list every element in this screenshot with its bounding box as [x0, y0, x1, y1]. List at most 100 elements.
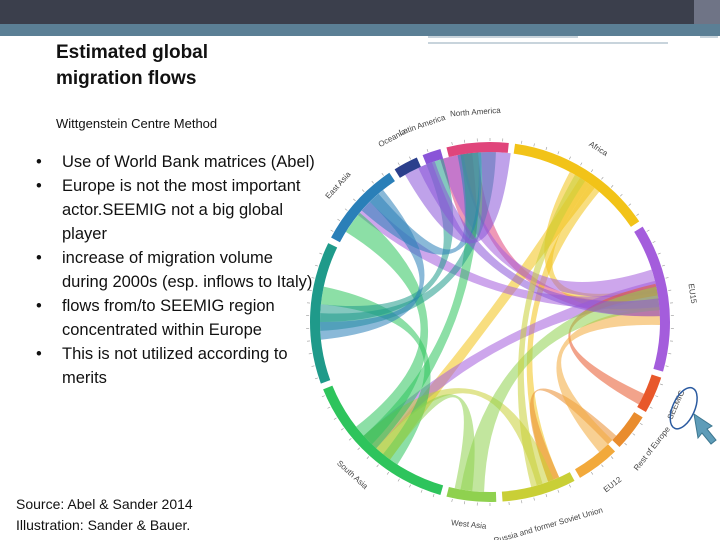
bullet-item: flows from/to SEEMIG region concentrated…	[26, 294, 316, 342]
arc-tick	[409, 156, 411, 160]
arc-tick	[348, 438, 352, 441]
arc-tick	[521, 140, 523, 144]
arc-tick	[381, 172, 384, 176]
region-arc	[323, 385, 444, 496]
region-label: EU15	[687, 283, 699, 305]
region-arc	[446, 486, 497, 502]
region-label: South Asia	[335, 459, 370, 492]
flow-ribbon	[526, 184, 600, 482]
chord-diagram: North America Africa EU15 SEEMIG Rest of Eur…	[306, 106, 699, 540]
source-line: Illustration: Sander & Bauer.	[16, 517, 191, 533]
arc-tick	[557, 489, 560, 493]
arc-tick	[665, 365, 669, 367]
region-label: Rest of Europe	[632, 424, 672, 472]
bullet-item: Use of World Bank matrices (Abel)	[26, 150, 316, 174]
arc-tick	[337, 218, 341, 222]
arc-tick	[610, 185, 614, 188]
region-arc	[634, 226, 670, 372]
title-line: migration flows	[56, 68, 197, 89]
arc-tick	[652, 241, 656, 243]
arc-tick	[655, 395, 659, 398]
arc-tick	[533, 143, 535, 147]
arc-tick	[308, 353, 312, 355]
arc-tick	[327, 406, 331, 409]
flow-ribbon	[376, 394, 475, 492]
arc-tick	[397, 478, 400, 482]
arc-tick	[624, 442, 627, 446]
arc-tick	[649, 406, 653, 409]
flow-ribbon	[517, 174, 586, 487]
flow-ribbon	[556, 307, 660, 453]
arc-tick	[371, 180, 374, 184]
arc-tick	[662, 264, 666, 267]
source-line: Source: Abel & Sander 2014	[16, 496, 193, 512]
arc-tick	[321, 395, 325, 398]
region-arc	[394, 157, 421, 178]
slide-title: Estimated global migration flows	[56, 40, 316, 92]
bullet-item: Europe is not the most important actor.S…	[26, 174, 316, 246]
bullet-item: increase of migration volume during 2000…	[26, 246, 316, 294]
arc-tick	[397, 162, 400, 166]
region-label: North America	[450, 106, 502, 119]
arc-tick	[311, 365, 315, 367]
decor-line	[428, 36, 578, 38]
region-arc	[501, 472, 575, 502]
arc-tick	[590, 471, 594, 475]
region-label: EU12	[602, 475, 624, 495]
region-arc	[446, 142, 509, 158]
region-label: Latin America	[398, 113, 447, 137]
pointer-arrow-icon	[693, 412, 717, 445]
arc-tick	[451, 141, 453, 146]
arc-tick	[344, 208, 348, 211]
region-arc	[575, 444, 616, 478]
flow-ribbon	[320, 286, 431, 465]
arc-tick	[314, 264, 318, 267]
arc-tick	[545, 146, 548, 150]
seemig-highlight	[669, 386, 698, 430]
arc-tick	[314, 377, 318, 380]
region-arc	[422, 148, 444, 165]
region-arc	[637, 374, 662, 412]
arc-tick	[610, 456, 614, 459]
arc-tick	[632, 433, 636, 436]
arc-tick	[601, 464, 604, 468]
flow-ribbon	[345, 212, 429, 445]
title-line: Estimated global	[56, 42, 209, 63]
region-arc	[310, 243, 338, 384]
arc-tick	[409, 484, 411, 488]
arc-tick	[376, 464, 379, 468]
arc-tick	[545, 494, 548, 498]
arc-tick	[311, 277, 315, 279]
arc-tick	[319, 252, 323, 255]
arc-tick	[668, 289, 672, 291]
source-note: Source: Abel & Sander 2014 Illustration:…	[16, 494, 193, 536]
region-arc	[612, 412, 643, 448]
arc-tick	[366, 456, 370, 459]
flow-ribbon	[320, 189, 425, 340]
arc-tick	[569, 156, 571, 160]
arc-tick	[639, 422, 643, 426]
flow-ribbon	[320, 158, 454, 322]
flow-ribbon	[363, 388, 554, 486]
arc-tick	[386, 471, 390, 475]
arc-tick	[665, 277, 669, 279]
arc-tick	[333, 417, 337, 420]
sub-bar	[0, 24, 720, 36]
arc-tick	[451, 498, 453, 503]
arc-tick	[601, 176, 604, 180]
arc-tick	[646, 229, 650, 232]
region-label: West Asia	[451, 518, 488, 531]
arc-tick	[432, 494, 435, 498]
arc-tick	[668, 353, 672, 355]
top-bar-accent	[694, 0, 720, 24]
bullet-list: Use of World Bank matrices (Abel) Europe…	[26, 150, 316, 390]
arc-tick	[357, 447, 361, 451]
arc-tick	[533, 497, 535, 501]
region-label: Russia and former Soviet Union	[493, 506, 604, 540]
arc-tick	[308, 289, 312, 291]
arc-tick	[557, 151, 560, 155]
arc-tick	[659, 383, 664, 386]
slide-subtitle: Wittgenstein Centre Method	[56, 116, 218, 131]
decor-line	[428, 42, 668, 44]
arc-tick	[353, 198, 356, 202]
